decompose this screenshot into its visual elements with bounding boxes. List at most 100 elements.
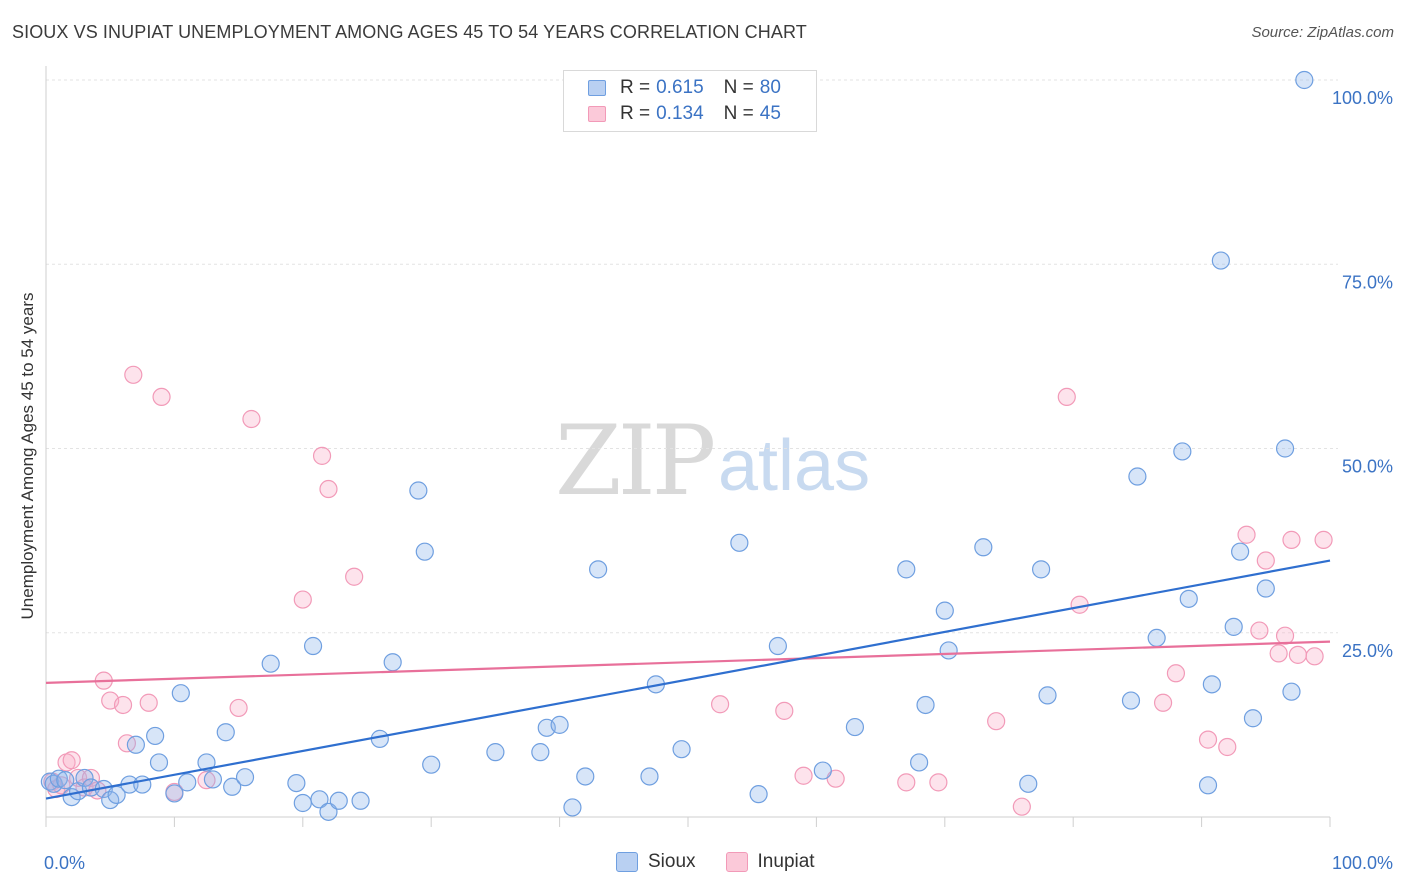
watermark-atlas: atlas: [718, 426, 871, 506]
sioux-point: [1243, 709, 1263, 728]
series-legend-sioux: Sioux: [616, 851, 696, 873]
sioux-point: [1198, 776, 1218, 795]
x-tick-label-max: 100.0%: [1332, 853, 1393, 873]
legend-n-label: N =: [723, 77, 754, 98]
sioux-point: [287, 773, 306, 793]
inupiat-point: [929, 773, 948, 792]
sioux-point: [640, 767, 659, 786]
series-legend: Sioux Inupiat: [616, 851, 845, 873]
sioux-point: [1256, 579, 1275, 598]
sioux-point: [749, 785, 768, 804]
sioux-point: [1038, 686, 1057, 705]
sioux-point: [261, 654, 280, 673]
inupiat-point: [1218, 737, 1237, 757]
sioux-point: [303, 636, 323, 656]
legend-r-label: R =: [620, 103, 651, 124]
sioux-point: [75, 768, 94, 788]
sioux-point: [44, 774, 63, 793]
series-swatch-sioux: [616, 852, 638, 872]
sioux-point: [486, 743, 505, 762]
inupiat-point: [1269, 644, 1288, 663]
y-axis-label: Unemployment Among Ages 45 to 54 years: [18, 292, 37, 620]
sioux-point: [422, 755, 441, 774]
sioux-point: [730, 533, 749, 552]
sioux-point: [1295, 70, 1314, 90]
grid-lines: [46, 79, 1338, 634]
inupiat-point: [794, 766, 813, 785]
y-tick-label: 25.0%: [1342, 641, 1393, 661]
sioux-point: [1128, 467, 1147, 486]
legend-r-label: R =: [620, 77, 651, 98]
sioux-point: [165, 784, 184, 803]
sioux-point: [939, 641, 958, 660]
inupiat-point: [139, 693, 158, 712]
sioux-point: [203, 770, 223, 789]
sioux-point: [49, 769, 68, 788]
source-label: Source: ZipAtlas.com: [1251, 24, 1394, 41]
inupiat-point: [775, 701, 794, 720]
series-swatch-inupiat: [725, 852, 748, 872]
sioux-point: [845, 717, 865, 737]
inupiat-point: [1250, 621, 1269, 640]
inupiat-point: [1166, 664, 1186, 683]
legend-n-label: N =: [723, 103, 754, 124]
sioux-point: [310, 790, 329, 809]
legend-row-inupiat: R = 0.134 N = 45: [588, 102, 781, 126]
sioux-point: [235, 768, 255, 787]
inupiat-point: [1012, 797, 1031, 816]
sioux-point: [293, 793, 312, 813]
sioux-point: [351, 791, 370, 810]
inupiat-point: [1256, 551, 1275, 570]
sioux-point: [1173, 442, 1192, 461]
sioux-trend-line: [45, 559, 1331, 800]
sioux-point: [1224, 617, 1243, 636]
inupiat-point: [1305, 647, 1324, 666]
sioux-point: [531, 743, 550, 762]
sioux-point: [935, 601, 954, 620]
sioux-point: [813, 761, 832, 780]
sioux-point: [1179, 589, 1198, 608]
legend: R = 0.615 N = 80 R = 0.134 N = 45: [563, 70, 817, 132]
inupiat-point: [113, 695, 133, 715]
sioux-point: [576, 767, 595, 786]
sioux-point: [409, 481, 428, 500]
legend-r-inupiat: 0.134: [656, 103, 704, 124]
inupiat-point: [1288, 645, 1308, 664]
inupiat-point: [242, 409, 261, 429]
inupiat-trend-line: [45, 640, 1331, 684]
inupiat-point: [1275, 626, 1295, 645]
inupiat-point: [229, 698, 248, 718]
inupiat-point: [1314, 530, 1333, 549]
inupiat-point: [197, 771, 216, 790]
legend-n-inupiat: 45: [759, 103, 781, 124]
chart-title: SIOUX VS INUPIAT UNEMPLOYMENT AMONG AGES…: [12, 22, 807, 42]
y-tick-label: 50.0%: [1342, 457, 1393, 477]
sioux-point: [1282, 682, 1301, 701]
sioux-point: [897, 560, 916, 579]
inupiat-point: [62, 751, 81, 770]
trend-lines: [45, 559, 1331, 800]
sioux-point: [589, 560, 608, 579]
tick-labels: 100.0% 75.0% 50.0% 25.0% 0.0% 100.0%: [44, 88, 1393, 873]
sioux-point: [1147, 628, 1166, 648]
sioux-point: [197, 753, 216, 772]
legend-row-sioux: R = 0.615 N = 80: [588, 76, 781, 100]
legend-n-sioux: 80: [759, 77, 781, 98]
legend-swatch-inupiat: [588, 106, 606, 122]
inupiat-point: [293, 590, 312, 609]
series-name-sioux: Sioux: [648, 851, 696, 872]
sioux-point: [216, 723, 235, 742]
sioux-point: [146, 726, 165, 746]
sioux-point: [550, 715, 569, 734]
legend-r-sioux: 0.615: [656, 77, 704, 98]
inupiat-point: [1237, 525, 1256, 544]
inupiat-point: [117, 734, 136, 753]
sioux-point: [1202, 675, 1221, 694]
inupiat-point: [710, 695, 730, 714]
sioux-point: [768, 636, 787, 656]
series-legend-inupiat: Inupiat: [725, 851, 815, 873]
inupiat-point: [152, 387, 171, 407]
inupiat-point: [124, 365, 143, 384]
sioux-point: [1031, 560, 1051, 579]
